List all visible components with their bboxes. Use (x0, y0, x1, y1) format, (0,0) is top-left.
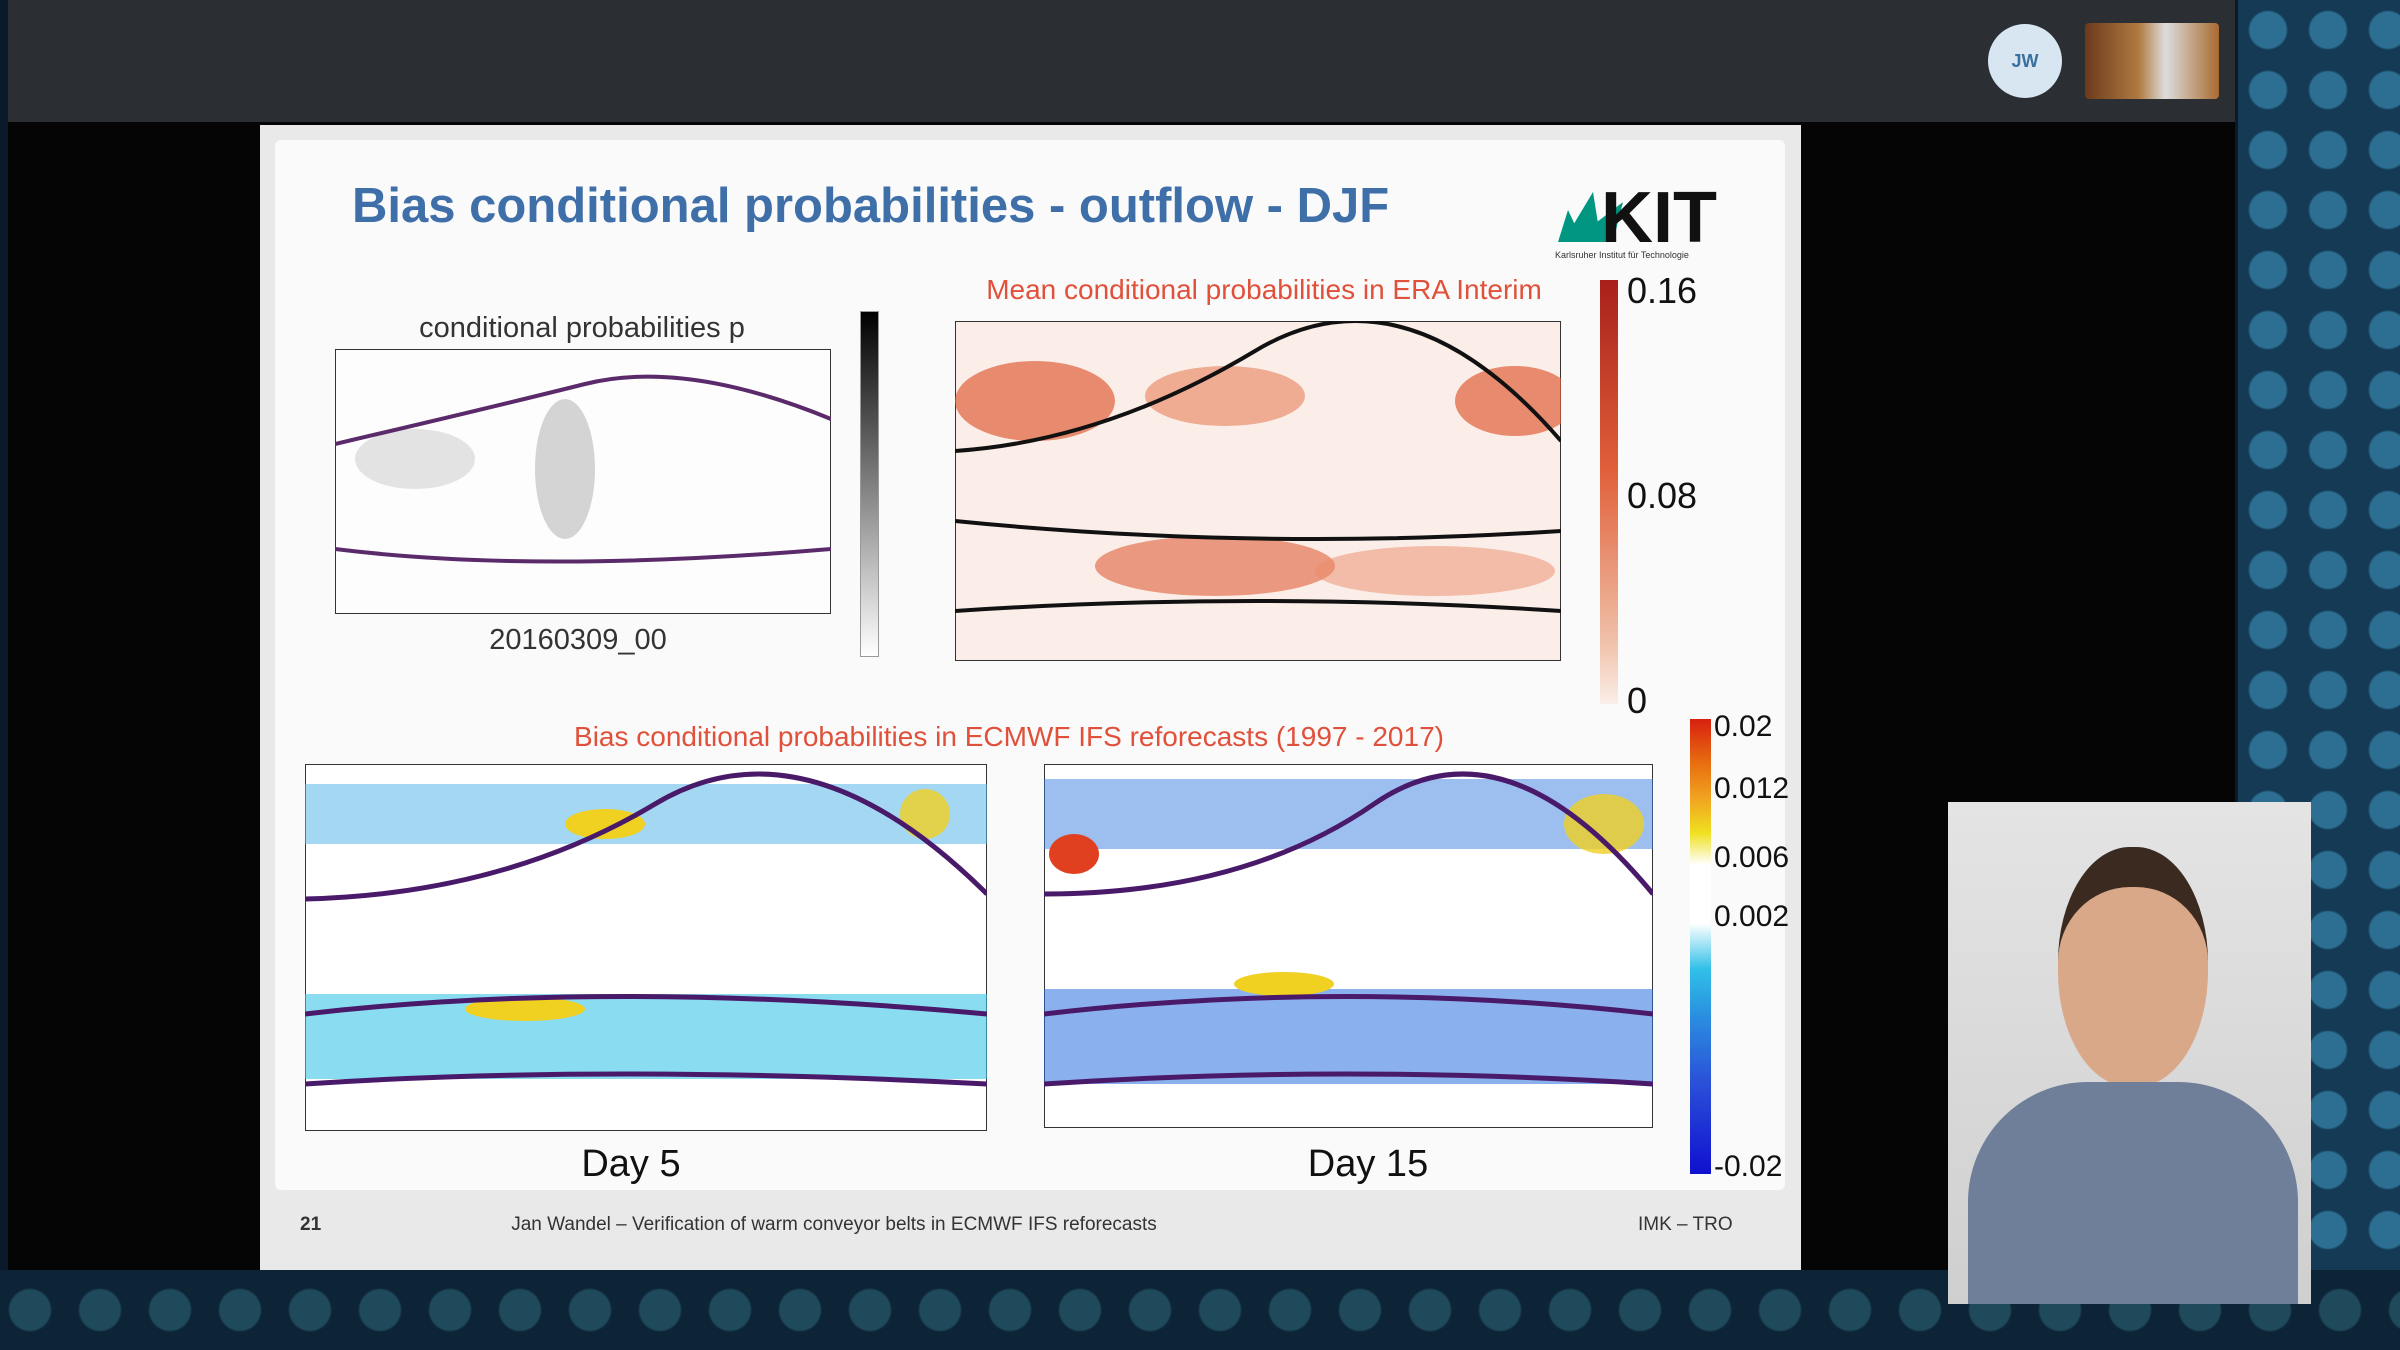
speaker-video[interactable] (1948, 802, 2311, 1304)
map-label: Day 15 (1307, 1143, 1429, 1185)
colorbar (860, 311, 879, 657)
colorbar-label: 0 (1627, 680, 1648, 721)
logo: KIT Karlsruher Institut für Technologie (1555, 178, 1717, 260)
colorbar-label: 0.16 (1627, 270, 1698, 311)
avatar-initials: JW (2011, 50, 2039, 71)
panel-title: Bias conditional probabilities in ECMWF … (574, 721, 1444, 752)
footer-group: IMK – TRO (1638, 1214, 1733, 1235)
video-thumbnail[interactable] (2085, 23, 2219, 99)
map (305, 764, 987, 1131)
logo-subtitle: Karlsruher Institut für Technologie (1555, 250, 1689, 260)
colorbar-label: -0.02 (1714, 1150, 1783, 1183)
panel-date: 20160309_00 (489, 624, 667, 656)
top-bar (8, 0, 2235, 122)
logo-text: KIT (1601, 178, 1717, 258)
colorbar (1690, 719, 1711, 1174)
panel-title: conditional probabilities p (419, 312, 745, 344)
colorbar-label: 0.02 (1714, 710, 1773, 743)
avatar[interactable]: JW (1988, 24, 2062, 98)
map (1044, 764, 1653, 1128)
logo-mark (1558, 192, 1623, 242)
map (955, 321, 1561, 661)
footer-text: Jan Wandel – Verification of warm convey… (511, 1214, 1157, 1235)
colorbar-label: 0.002 (1714, 900, 1790, 933)
colorbar (1600, 280, 1618, 704)
speaker-body (1968, 1082, 2298, 1304)
slide-title: Bias conditional probabilities - outflow… (352, 179, 1390, 233)
colorbar-label: 0.006 (1714, 841, 1790, 874)
panel-title: Mean conditional probabilities in ERA In… (986, 274, 1542, 305)
speaker-head (2058, 847, 2208, 1087)
colorbar-label: 0.012 (1714, 772, 1790, 805)
map-label: Day 5 (581, 1143, 681, 1185)
map (335, 349, 831, 614)
colorbar-label: 0.08 (1627, 475, 1698, 516)
page-number: 21 (300, 1214, 322, 1235)
